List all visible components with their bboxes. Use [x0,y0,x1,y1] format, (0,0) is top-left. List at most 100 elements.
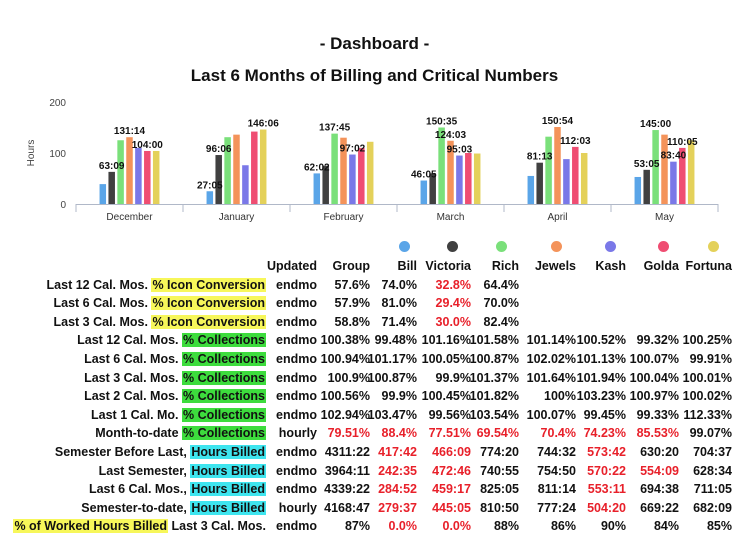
table-row: Last 12 Cal. Mos. % Collections endmo 100.… [0,332,749,348]
row-label: Last 2 Cal. Mos. % Collections [84,388,266,404]
bar [259,129,267,204]
updated-cell: endmo [276,333,317,348]
value-cell: 70.0% [483,296,519,311]
group-cell: 58.8% [334,314,370,329]
value-cell: 85% [706,519,732,534]
bar [465,153,472,204]
bar [313,173,321,204]
value-cell: 417:42 [378,445,417,459]
row-label-text: Month-to-date [95,426,179,441]
row-label-text: Last 6 Cal. Mos. [84,352,179,366]
bar [580,153,588,204]
value-cell: 100.25% [682,333,732,348]
value-cell: 99.91% [689,352,732,366]
bar [429,173,436,204]
bar [366,141,374,204]
value-cell: 103.23% [576,389,626,404]
value-cell: 242:35 [378,463,417,478]
data-label: 150:35 [426,117,458,128]
row-label-text: Semester Before Last, [54,445,187,459]
row-label: Semester Before Last, Hours Billed [55,444,266,460]
value-cell: 64.4% [483,277,519,292]
row-metric-tag: % Collections [182,352,266,366]
data-label: 131:14 [114,126,146,137]
column-header: Victoria [425,259,471,273]
data-label: 63:09 [99,161,125,172]
value-cell: 71.4% [381,314,417,329]
group-cell: 87% [344,519,370,534]
row-label-text: Semester-to-date, [81,500,187,515]
bar [554,126,561,204]
table-row: Last 3 Cal. Mos. % Collections endmo 100.9… [0,370,749,386]
table-row: Last 6 Cal. Mos., Hours Billed endmo 4339:… [0,481,749,497]
row-label-text: Last 1 Cal. Mo. [91,407,179,422]
value-cell: 29.4% [435,296,471,311]
value-cell: 810:50 [480,500,519,515]
value-cell: 100.04% [629,370,679,385]
value-cell: 100.97% [629,389,679,404]
bar [456,155,463,204]
legend-marker-jewels [550,241,562,252]
value-cell: 101.13% [576,352,626,366]
row-metric-tag: Hours Billed [190,463,266,478]
legend-marker-victoria [446,241,458,252]
group-cell: 57.9% [334,296,370,311]
bar [251,131,258,204]
updated-cell: endmo [276,445,317,459]
bar [206,191,214,204]
updated-cell: endmo [276,463,317,478]
bar [322,165,329,204]
value-cell: 777:24 [537,500,576,515]
value-cell: 694:38 [640,482,679,497]
data-label: 27:05 [197,180,223,191]
bar [144,150,151,204]
updated-cell: endmo [276,352,317,366]
value-cell: 570:22 [587,463,626,478]
data-label: 110:05 [667,137,698,148]
table-row: Semester Before Last, Hours Billed endmo 4… [0,444,749,460]
table-row: Last 3 Cal. Mos. % Icon Conversion endmo 5… [0,314,749,330]
legend-marker-bill [398,241,410,252]
table-row: Last 12 Cal. Mos. % Icon Conversion endmo… [0,277,749,293]
group-cell: 57.6% [334,277,370,292]
value-cell: 504:20 [587,500,626,515]
row-label: Last 1 Cal. Mo. % Collections [91,407,266,423]
bar [99,184,107,204]
value-cell: 100.01% [682,370,732,385]
group-cell: 100.94% [320,352,370,366]
value-cell: 466:09 [432,445,471,459]
value-cell: 100.45% [421,389,471,404]
updated-cell: endmo [276,370,317,385]
value-cell: 811:14 [537,482,576,497]
bar [572,146,579,204]
bar [349,154,356,204]
group-cell: 102.94% [320,407,370,422]
x-tick-label: April [547,212,567,223]
updated-cell: endmo [276,314,317,329]
value-cell: 81.0% [381,296,417,311]
bar [652,130,659,204]
bar [563,159,570,204]
y-axis-label: Hours [26,140,37,167]
data-label: 137:45 [319,123,351,134]
updated-cell: endmo [276,519,317,534]
row-label-text: Last 3 Cal. Mos. [53,314,148,329]
data-label: 145:00 [640,119,672,130]
value-cell: 77.51% [428,426,471,441]
bar [331,133,338,204]
billing-bar-chart: Hours 0 100 200 December January February March… [26,98,719,223]
value-cell: 573:42 [587,445,626,459]
value-cell: 74.23% [583,426,626,441]
dashboard-title: - Dashboard - [319,34,430,53]
table-row: % of Worked Hours Billed Last 3 Cal. Mos… [0,518,749,534]
value-cell: 445:05 [432,500,471,515]
legend-marker-fortuna [707,241,719,252]
column-header: Kash [595,259,626,273]
value-cell: 553:11 [587,482,626,497]
value-cell: 99.56% [428,407,471,422]
data-label: 46:05 [411,170,437,181]
row-label-text: Last 3 Cal. Mos. [171,519,266,534]
group-cell: 4168:47 [324,500,370,515]
row-label: Semester-to-date, Hours Billed [81,500,266,516]
bar [670,161,677,204]
